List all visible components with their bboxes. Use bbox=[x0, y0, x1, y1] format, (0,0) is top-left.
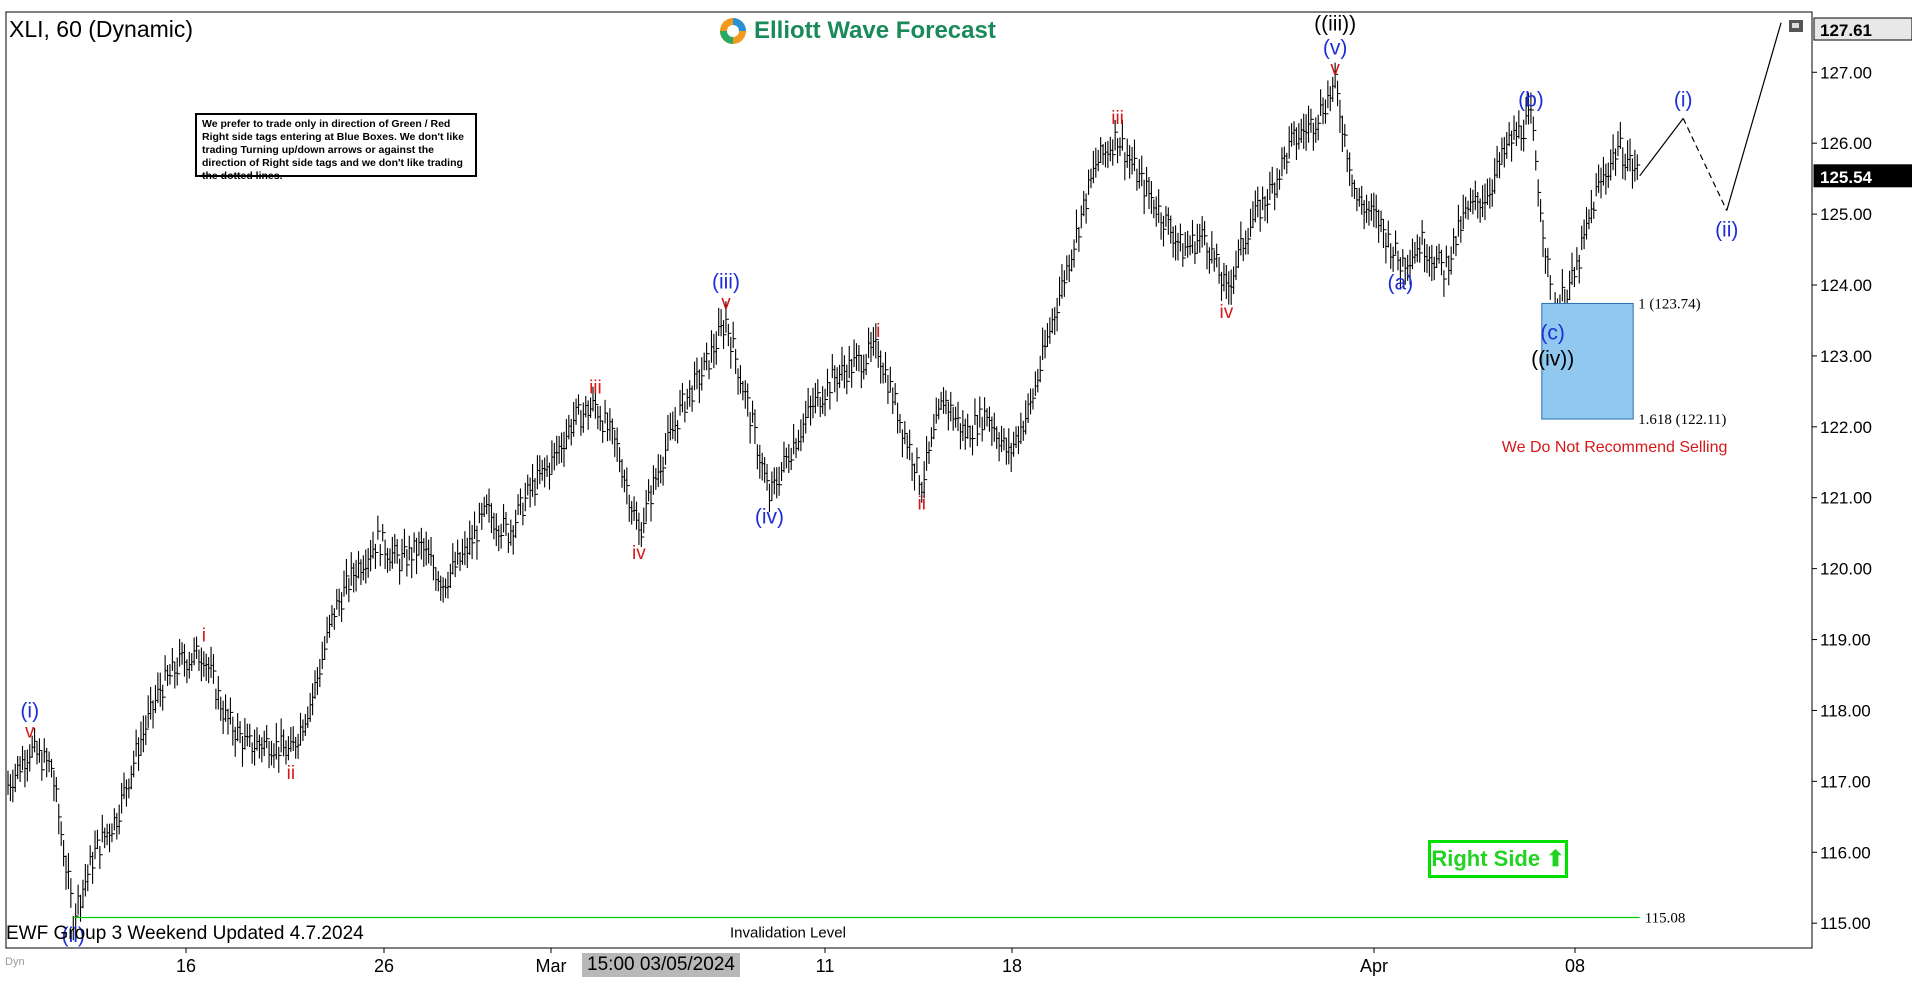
brand-logo-icon bbox=[720, 18, 746, 44]
projection-solid-up bbox=[1639, 118, 1684, 177]
chart-overlays: Invalidation Level 115.08 1 (123.74) 1.618 … bbox=[73, 22, 1782, 942]
projection-solid-rally bbox=[1726, 22, 1782, 211]
y-tick-label: 123.00 bbox=[1820, 347, 1872, 366]
wave-label: iv bbox=[632, 543, 646, 564]
x-tick-label: 11 bbox=[816, 956, 835, 976]
y-tick-label: 120.00 bbox=[1820, 560, 1872, 579]
wave-label: (i) bbox=[1674, 88, 1693, 111]
wave-label: (a) bbox=[1388, 272, 1414, 295]
wave-label: (b) bbox=[1518, 88, 1544, 111]
wave-label: i bbox=[202, 626, 206, 647]
wave-label: ii bbox=[918, 494, 926, 515]
y-tick-label: 121.00 bbox=[1820, 489, 1872, 508]
wave-label: (v) bbox=[1323, 36, 1348, 59]
high-price-tag-bg bbox=[1813, 17, 1912, 41]
y-tick-label: 127.00 bbox=[1820, 63, 1872, 82]
y-tick-label: 125.00 bbox=[1820, 205, 1872, 224]
projection-dashed-down bbox=[1682, 118, 1728, 211]
wave-label: (c) bbox=[1540, 321, 1565, 344]
x-tick-label: Apr bbox=[1360, 956, 1388, 976]
y-tick-label: 119.00 bbox=[1820, 631, 1871, 650]
price-bars bbox=[7, 62, 1641, 941]
wave-label: ii bbox=[287, 763, 295, 784]
wave-label: ((iv)) bbox=[1531, 347, 1574, 370]
invalidation-price: 115.08 bbox=[1645, 911, 1686, 927]
time-axis: 16 26 Mar 11 18 Apr 08 bbox=[6, 947, 1812, 976]
y-tick-label: 116.00 bbox=[1820, 843, 1871, 862]
wave-label: v bbox=[1330, 58, 1340, 79]
wave-labels: (i)v(ii)iiiiiiiv(iii)v(iv)iiiiiiiv((iii)… bbox=[20, 12, 1738, 947]
high-price-tag: 127.61 bbox=[1820, 21, 1872, 40]
y-tick-label: 124.00 bbox=[1820, 276, 1872, 295]
blue-box bbox=[1541, 302, 1634, 420]
wave-label: (iii) bbox=[712, 270, 740, 293]
y-tick-label: 126.00 bbox=[1820, 134, 1872, 153]
up-arrow-icon: ⬆ bbox=[1546, 846, 1565, 871]
wave-label: ((iii)) bbox=[1314, 12, 1356, 35]
price-axis: 115.00 116.00 117.00 118.00 119.00 120.00 121.… bbox=[1812, 17, 1912, 933]
x-tick-label: Mar bbox=[536, 956, 567, 976]
dynamic-tag: Dyn bbox=[5, 956, 25, 968]
trading-rules-note: We prefer to trade only in direction of … bbox=[195, 113, 477, 182]
wave-label: iv bbox=[1219, 302, 1233, 323]
wave-label: (iv) bbox=[755, 506, 784, 529]
wave-label: (i) bbox=[20, 699, 39, 722]
blue-box-lower-label: 1.618 (122.11) bbox=[1638, 412, 1726, 428]
wave-label: (ii) bbox=[62, 924, 85, 947]
y-tick-label: 117.00 bbox=[1820, 772, 1871, 791]
x-tick-label: 08 bbox=[1565, 956, 1585, 976]
brand-logo: Elliott Wave Forecast bbox=[718, 14, 996, 48]
x-tick-label: 26 bbox=[374, 956, 394, 976]
right-side-tag: Right Side ⬆ bbox=[1428, 840, 1568, 878]
wave-label: v bbox=[25, 721, 35, 742]
wave-label: iii bbox=[1111, 108, 1124, 129]
x-tick-label: 18 bbox=[1002, 956, 1022, 976]
update-footer: EWF Group 3 Weekend Updated 4.7.2024 bbox=[6, 923, 364, 944]
brand-name: Elliott Wave Forecast bbox=[754, 17, 996, 44]
invalidation-label: Invalidation Level bbox=[730, 925, 846, 942]
current-price-tag-bg bbox=[1813, 164, 1912, 188]
x-tick-label: 16 bbox=[176, 956, 196, 976]
current-price-tag: 125.54 bbox=[1820, 168, 1873, 187]
blue-box-upper-label: 1 (123.74) bbox=[1638, 296, 1701, 312]
wave-label: (ii) bbox=[1715, 219, 1738, 242]
y-tick-label: 115.00 bbox=[1820, 914, 1871, 933]
y-tick-label: 122.00 bbox=[1820, 418, 1872, 437]
right-side-label: Right Side bbox=[1431, 846, 1541, 871]
y-tick-label: 118.00 bbox=[1820, 701, 1871, 720]
window-restore-icon[interactable] bbox=[1789, 20, 1803, 32]
wave-label: v bbox=[721, 292, 731, 313]
wave-label: iii bbox=[589, 378, 602, 399]
chart-title: XLI, 60 (Dynamic) bbox=[9, 16, 194, 42]
crosshair-date-label: 15:00 03/05/2024 bbox=[582, 953, 740, 977]
no-sell-warning: We Do Not Recommend Selling bbox=[1502, 439, 1728, 456]
wave-label: i bbox=[876, 321, 880, 342]
